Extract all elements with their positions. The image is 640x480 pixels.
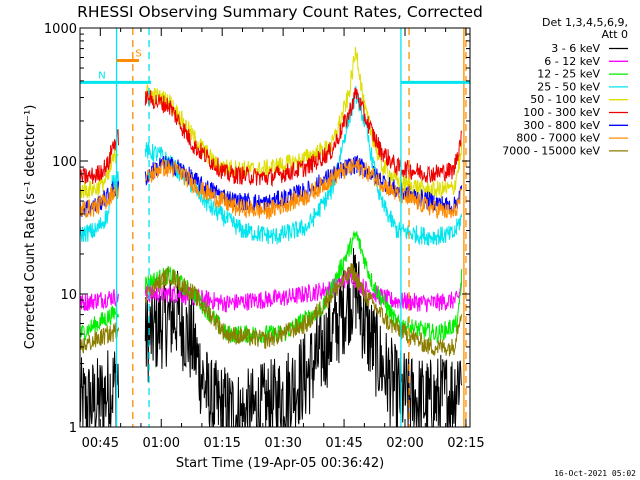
legend-item: 50 - 100 keV	[530, 93, 600, 106]
series-line	[80, 262, 463, 357]
y-axis-label: Corrected Count Rate (s⁻¹ detector⁻¹)	[23, 105, 38, 350]
legend-item: 25 - 50 keV	[537, 80, 600, 93]
plot-frame	[79, 27, 471, 428]
plot-area: SN	[80, 28, 470, 427]
y-tick-label: 1	[69, 421, 77, 436]
legend-item: 12 - 25 keV	[537, 68, 600, 81]
x-tick-label: 01:00	[143, 436, 180, 451]
y-tick-label: 10	[60, 288, 77, 303]
legend-item: 800 - 7000 keV	[516, 132, 600, 145]
legend-header: Att 0	[602, 28, 628, 41]
legend-header: Det 1,3,4,5,6,9,	[542, 16, 628, 29]
legend-item: 100 - 300 keV	[523, 106, 600, 119]
flag-label: N	[98, 70, 105, 81]
y-tick-label: 100	[52, 155, 77, 170]
x-tick-label: 02:00	[386, 436, 423, 451]
x-tick-label: 02:15	[447, 436, 484, 451]
legend-item: 6 - 12 keV	[544, 55, 600, 68]
series-line	[80, 158, 463, 220]
x-tick-label: 01:30	[264, 436, 301, 451]
y-tick-label: 1000	[44, 22, 77, 37]
chart-title: RHESSI Observing Summary Count Rates, Co…	[77, 3, 483, 21]
axes: 1 10 100 1000 00:45 01:00 01:15 01:30 01:45 02:00…	[44, 22, 485, 451]
x-tick-label: 01:45	[325, 436, 362, 451]
legend-item: 300 - 800 keV	[523, 119, 600, 132]
x-tick-label: 00:45	[82, 436, 119, 451]
flag-label: S	[135, 48, 141, 59]
legend-item: 3 - 6 keV	[551, 42, 600, 55]
x-tick-label: 01:15	[203, 436, 240, 451]
x-axis-label: Start Time (19-Apr-05 00:36:42)	[176, 456, 384, 471]
generated-date: 16-Oct-2021 05:02	[554, 469, 636, 478]
legend-item: 7000 - 15000 keV	[502, 144, 600, 157]
